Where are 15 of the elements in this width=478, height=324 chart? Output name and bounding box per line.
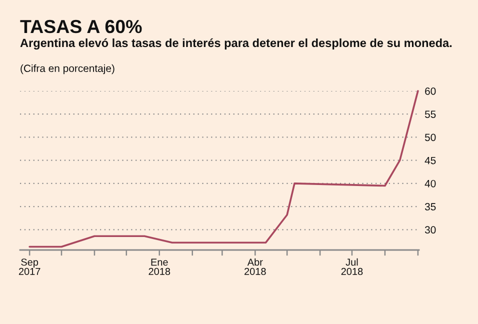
y-tick-label: 60: [425, 88, 436, 95]
chart-title: TASAS A 60%: [20, 20, 142, 34]
y-tick-label: 55: [424, 110, 436, 118]
y-tick-label: 30: [424, 226, 436, 234]
x-tick-label: Ene 2018: [148, 258, 170, 275]
y-tick-label: 40: [424, 180, 436, 188]
y-tick-label: 45: [424, 156, 436, 164]
chart-subtitle: Argentina elevó las tasas de interés para detener el desplome de su moneda.: [20, 38, 452, 50]
x-tick-label: Abr 2018: [244, 258, 266, 275]
y-tick-label: 50: [424, 134, 436, 142]
y-tick-label: 35: [424, 203, 436, 210]
line-series: [28, 90, 419, 248]
x-tick-label: Jul 2018: [341, 258, 363, 275]
x-tick-label: Sep 2017: [18, 258, 40, 275]
y-axis-title: (Cifra en porcentaje): [20, 64, 114, 74]
